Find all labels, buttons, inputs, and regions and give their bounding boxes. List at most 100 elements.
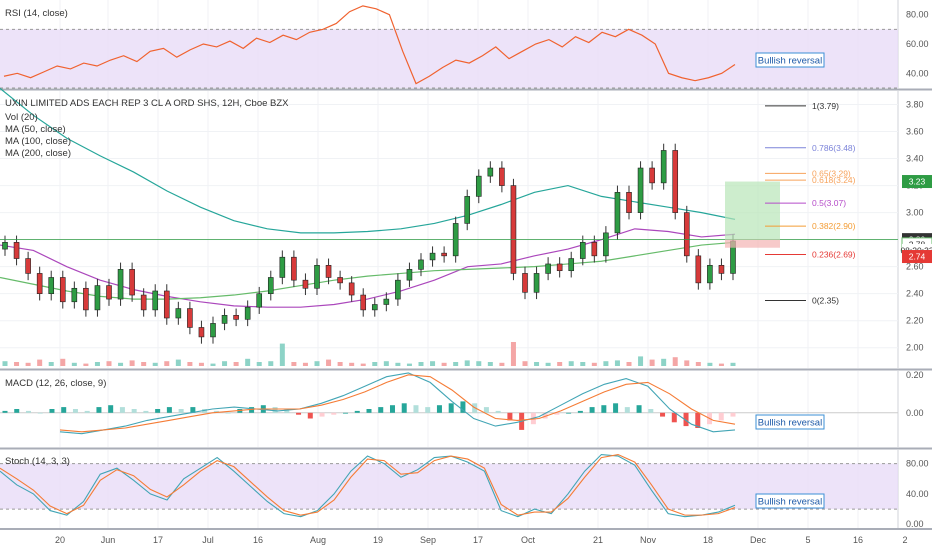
fib-level-label: 1(3.79) bbox=[812, 101, 839, 111]
macd-histogram-bar bbox=[108, 405, 114, 413]
candle-body bbox=[187, 308, 193, 328]
macd-histogram-bar bbox=[25, 410, 31, 413]
macd-histogram-bar bbox=[96, 407, 102, 413]
rsi-band bbox=[0, 29, 898, 88]
macd-histogram-bar bbox=[718, 412, 724, 421]
macd-histogram-bar bbox=[284, 409, 290, 413]
candle-body bbox=[626, 192, 632, 213]
candle-body bbox=[94, 285, 101, 311]
volume-bar bbox=[603, 361, 609, 366]
candle-body bbox=[210, 323, 216, 338]
macd-histogram-bar bbox=[366, 409, 372, 413]
volume-bar bbox=[580, 362, 586, 366]
macd-badge-box[interactable] bbox=[755, 414, 825, 430]
candle-body bbox=[314, 265, 320, 289]
fib-level-label: 0(2.35) bbox=[812, 295, 839, 305]
rsi-badge-box[interactable] bbox=[755, 52, 825, 68]
macd-histogram-bar bbox=[507, 412, 513, 421]
candle-body bbox=[152, 290, 159, 311]
macd-histogram-bar bbox=[683, 412, 689, 427]
macd-histogram-bar bbox=[190, 407, 196, 413]
macd-histogram-bar bbox=[2, 410, 8, 413]
volume-bar bbox=[129, 360, 135, 366]
candle-body bbox=[707, 265, 713, 284]
volume-bar bbox=[418, 362, 424, 366]
volume-bar bbox=[302, 362, 308, 366]
candle-body bbox=[13, 242, 20, 259]
candle-body bbox=[360, 294, 367, 311]
x-axis-label: Jun bbox=[101, 535, 116, 545]
macd-histogram-bar bbox=[225, 412, 231, 414]
candle-body bbox=[614, 192, 621, 234]
volume-bar bbox=[614, 360, 620, 366]
candle-body bbox=[591, 242, 598, 257]
volume-bar bbox=[661, 358, 667, 366]
macd-histogram-bar bbox=[49, 409, 55, 413]
volume-bar bbox=[187, 362, 193, 366]
volume-bar bbox=[568, 361, 574, 366]
macd-histogram-bar bbox=[448, 403, 454, 413]
volume-bar bbox=[591, 362, 597, 366]
volume-bar bbox=[638, 356, 644, 366]
candle-body bbox=[568, 258, 575, 272]
volume-bar bbox=[707, 362, 713, 366]
macd-label: MACD (12, 26, close, 9) bbox=[5, 378, 106, 389]
macd-line bbox=[59, 374, 736, 433]
macd-histogram-bar bbox=[401, 403, 407, 413]
fib-level-label: 0.5(3.07) bbox=[812, 198, 846, 208]
price-tick-label: 2.40 bbox=[906, 289, 924, 299]
volume-bar bbox=[695, 362, 701, 366]
stoch-band bbox=[0, 463, 898, 510]
macd-histogram-bar bbox=[589, 407, 595, 413]
rsi-line bbox=[3, 5, 736, 85]
macd-histogram-bar bbox=[143, 410, 149, 413]
rsi-tick-label: 80.00 bbox=[906, 10, 929, 20]
macd-histogram-bar bbox=[72, 409, 78, 413]
macd-histogram-bar bbox=[178, 409, 184, 413]
macd-histogram-bar bbox=[319, 412, 325, 417]
candle-body bbox=[533, 273, 540, 293]
volume-bar bbox=[291, 362, 297, 366]
candle-body bbox=[325, 265, 332, 278]
candle-body bbox=[556, 263, 563, 272]
target-price-tag-box bbox=[902, 175, 932, 189]
ma-line bbox=[0, 87, 736, 234]
candle-body bbox=[163, 290, 170, 319]
stoch-tick-label: 0.00 bbox=[906, 519, 924, 529]
stoch-badge-box[interactable] bbox=[755, 493, 825, 509]
x-axis-label: 2 bbox=[902, 535, 907, 545]
price-tick-label: 3.80 bbox=[906, 100, 924, 110]
price-tick-label: 3.60 bbox=[906, 127, 924, 137]
target-zone[interactable] bbox=[725, 181, 780, 240]
volume-bar bbox=[337, 362, 343, 366]
macd-histogram-bar bbox=[483, 407, 489, 413]
price-tick-label: 2.20 bbox=[906, 316, 924, 326]
macd-histogram-bar bbox=[343, 412, 349, 414]
volume-bar bbox=[141, 362, 147, 366]
macd-histogram-bar bbox=[425, 407, 431, 413]
volume-bar bbox=[430, 361, 436, 366]
volume-bar bbox=[464, 360, 470, 366]
x-axis-label: 16 bbox=[853, 535, 863, 545]
candle-body bbox=[695, 255, 702, 284]
macd-histogram-bar bbox=[166, 407, 172, 413]
volume-bar bbox=[118, 362, 124, 366]
fib-level-label: 0.236(2.69) bbox=[812, 249, 856, 259]
candle-body bbox=[59, 277, 66, 303]
macd-histogram-bar bbox=[272, 407, 278, 413]
candle-body bbox=[302, 279, 309, 289]
x-axis-label: 17 bbox=[153, 535, 163, 545]
volume-bar bbox=[314, 361, 320, 366]
stoch-tick-label: 80.00 bbox=[906, 459, 929, 469]
candle-body bbox=[256, 293, 263, 308]
macd-histogram-bar bbox=[436, 405, 442, 413]
volume-bar bbox=[14, 362, 20, 366]
volume-bar bbox=[256, 362, 262, 366]
macd-tick-label: 0.20 bbox=[906, 370, 924, 380]
macd-histogram-bar bbox=[389, 405, 395, 413]
macd-histogram-bar bbox=[354, 410, 360, 413]
macd-histogram-bar bbox=[613, 403, 619, 413]
volume-bar bbox=[349, 362, 355, 366]
stop-zone[interactable] bbox=[725, 239, 780, 248]
